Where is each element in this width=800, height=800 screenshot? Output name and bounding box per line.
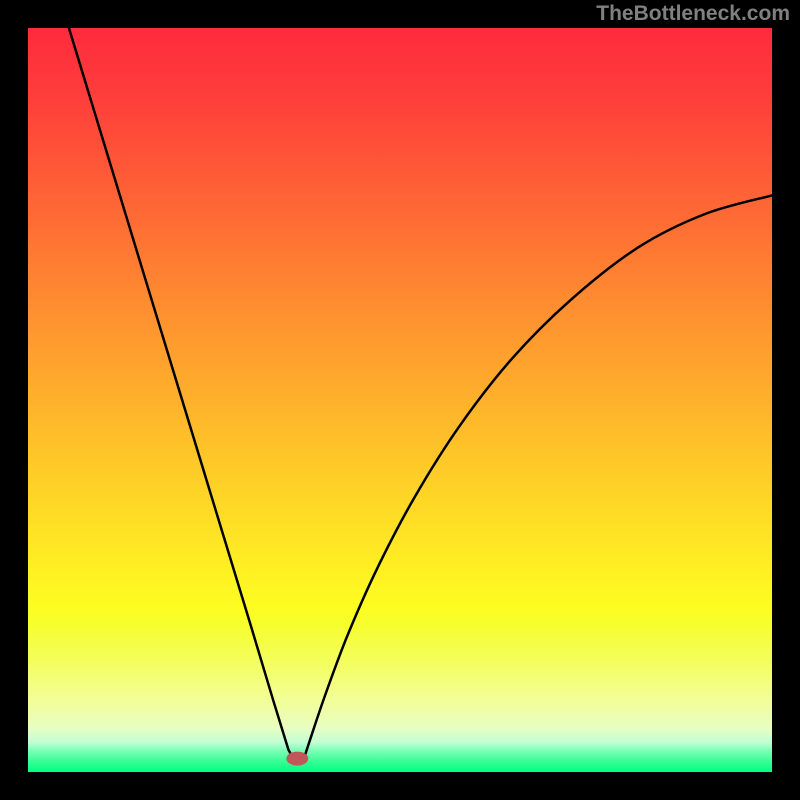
watermark-text: TheBottleneck.com <box>596 2 790 26</box>
optimum-marker <box>286 752 308 766</box>
gradient-background <box>28 28 772 772</box>
bottleneck-chart <box>0 0 800 800</box>
chart-container: TheBottleneck.com <box>0 0 800 800</box>
